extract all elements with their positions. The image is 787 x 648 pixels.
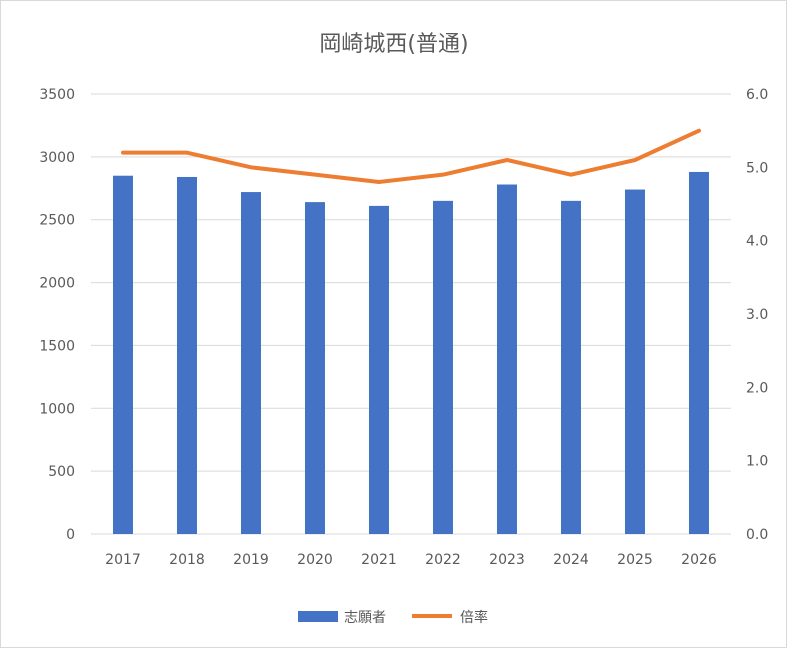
rate-point-2022 [442, 174, 444, 176]
y-left-tick-label: 2000 [39, 276, 75, 292]
rate-point-2025 [634, 159, 636, 161]
y-right-tick-label: 4.0 [746, 234, 768, 250]
rate-point-2023 [506, 159, 508, 161]
rate-point-2017 [122, 152, 124, 154]
bar-2021 [369, 205, 389, 534]
y-right-tick-label: 5.0 [746, 160, 768, 176]
bar-2022 [433, 200, 453, 534]
rate-point-2020 [314, 174, 316, 176]
x-tick-label: 2023 [489, 552, 525, 568]
x-tick-label: 2020 [297, 552, 333, 568]
bar-2023 [497, 184, 517, 534]
x-axis: 2017 2018 2019 2020 2021 2022 2023 2024 2025 2026 [105, 552, 717, 568]
y-right-tick-label: 6.0 [746, 87, 768, 103]
line-series [121, 128, 701, 184]
legend-bar-label: 志願者 [344, 610, 386, 626]
x-tick-label: 2017 [105, 552, 141, 568]
y-right-tick-label: 2.0 [746, 380, 768, 396]
y-left-tick-label: 500 [48, 464, 75, 480]
y-left-tick-label: 1500 [39, 338, 75, 354]
rate-point-2021 [378, 181, 380, 183]
y-left-tick-label: 3500 [39, 87, 75, 103]
legend-line-label: 倍率 [460, 609, 488, 626]
x-tick-label: 2018 [169, 552, 205, 568]
y-axis-right: 0.0 1.0 2.0 3.0 4.0 5.0 6.0 [746, 87, 768, 543]
x-tick-label: 2025 [617, 552, 653, 568]
bar-2020 [305, 202, 325, 534]
y-axis-left: 0 500 1000 1500 2000 2500 3000 3500 [39, 87, 75, 543]
bar-2026 [689, 171, 709, 534]
rate-line [121, 128, 701, 184]
bar-2024 [561, 200, 581, 534]
legend-bar-swatch [298, 611, 338, 622]
bar-2025 [625, 189, 645, 535]
rate-point-2026 [698, 130, 700, 132]
bar-series [113, 171, 709, 535]
chart-title: 岡崎城西(普通) [319, 32, 468, 57]
rate-point-2024 [570, 174, 572, 176]
x-tick-label: 2019 [233, 552, 269, 568]
x-tick-label: 2021 [361, 552, 397, 568]
rate-point-2018 [186, 152, 188, 154]
y-right-tick-label: 0.0 [746, 527, 768, 543]
y-left-tick-label: 2500 [39, 213, 75, 229]
bar-2018 [177, 176, 197, 534]
y-right-tick-label: 1.0 [746, 454, 768, 470]
y-left-tick-label: 0 [66, 527, 75, 543]
legend: 志願者 倍率 [298, 609, 488, 626]
y-left-tick-label: 3000 [39, 150, 75, 166]
x-tick-label: 2024 [553, 552, 589, 568]
y-left-tick-label: 1000 [39, 401, 75, 417]
bar-2019 [241, 192, 261, 535]
x-tick-label: 2022 [425, 552, 461, 568]
y-right-tick-label: 3.0 [746, 307, 768, 323]
bar-2017 [113, 175, 133, 534]
rate-point-2019 [250, 166, 252, 168]
x-tick-label: 2026 [681, 552, 717, 568]
